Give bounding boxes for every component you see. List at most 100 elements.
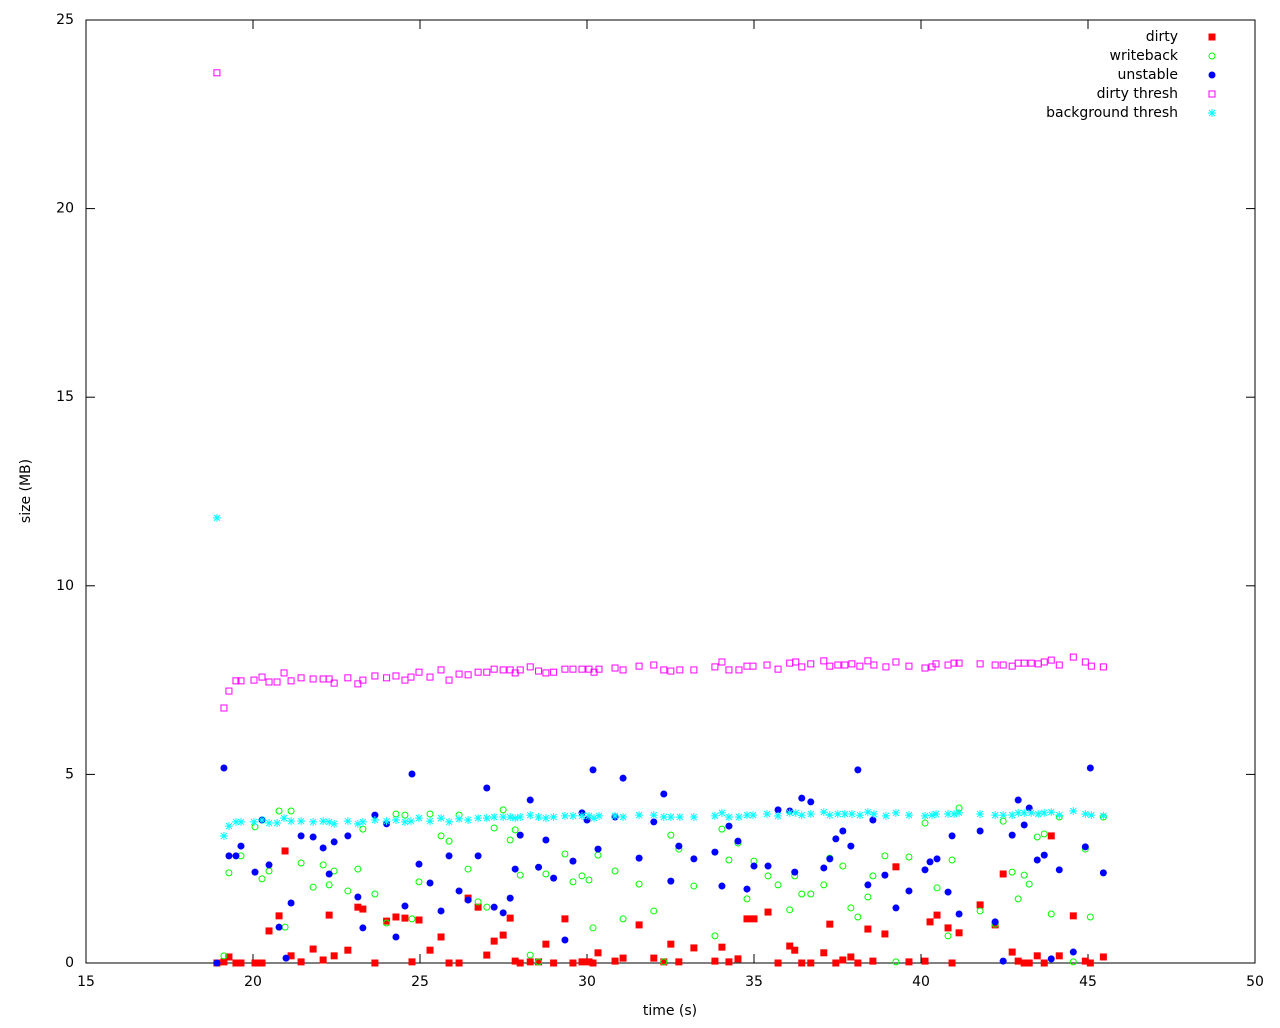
point — [526, 663, 534, 671]
point — [711, 932, 719, 940]
point — [287, 677, 295, 685]
point — [401, 676, 409, 684]
point — [1069, 806, 1078, 815]
point — [590, 814, 599, 823]
point — [464, 816, 473, 825]
point — [921, 819, 929, 827]
point — [511, 826, 519, 834]
legend-label: dirty — [1146, 29, 1178, 45]
point — [847, 904, 855, 912]
point — [786, 942, 794, 950]
point — [550, 874, 558, 882]
point — [282, 954, 290, 962]
point — [735, 666, 743, 674]
point — [1099, 869, 1107, 877]
x-tick-label: 40 — [912, 974, 930, 990]
point — [330, 952, 338, 960]
point — [725, 856, 733, 864]
x-axis-label: time (s) — [643, 1003, 697, 1019]
point — [948, 832, 956, 840]
point — [426, 817, 435, 826]
point — [870, 661, 878, 669]
point — [882, 663, 890, 671]
point — [578, 958, 586, 966]
point — [807, 798, 815, 806]
point — [237, 677, 245, 685]
point — [611, 811, 620, 820]
point — [474, 898, 482, 906]
point — [611, 664, 619, 672]
point — [932, 810, 941, 819]
x-tick-label: 35 — [745, 974, 763, 990]
point — [550, 959, 558, 967]
point — [213, 959, 221, 967]
point — [297, 958, 305, 966]
point — [1020, 871, 1028, 879]
point — [437, 666, 445, 674]
point — [499, 931, 507, 939]
point — [415, 916, 423, 924]
point — [1034, 660, 1042, 668]
point — [717, 808, 726, 817]
point — [1020, 808, 1029, 817]
point — [864, 881, 872, 889]
point — [589, 766, 597, 774]
point — [955, 910, 963, 918]
point — [406, 817, 415, 826]
point — [516, 959, 524, 967]
point — [237, 842, 245, 850]
point — [265, 867, 273, 875]
point — [999, 870, 1007, 878]
point — [1086, 764, 1094, 772]
point — [1020, 821, 1028, 829]
point — [933, 855, 941, 863]
point — [840, 810, 849, 819]
point — [820, 949, 828, 957]
point — [455, 670, 463, 678]
point — [791, 946, 799, 954]
point — [220, 952, 228, 960]
point — [667, 940, 675, 948]
point — [807, 959, 815, 967]
point — [319, 817, 328, 826]
point — [635, 921, 643, 929]
point — [287, 817, 296, 826]
point — [354, 893, 362, 901]
point — [826, 855, 834, 863]
point — [944, 932, 952, 940]
point — [869, 957, 877, 965]
point — [474, 852, 482, 860]
point — [725, 958, 733, 966]
point — [991, 918, 999, 926]
point — [490, 813, 499, 822]
point — [526, 811, 535, 820]
point — [976, 660, 984, 668]
point — [568, 811, 577, 820]
point — [325, 870, 333, 878]
point — [1081, 957, 1089, 965]
point — [689, 813, 698, 822]
x-tick-label: 50 — [1246, 974, 1264, 990]
point — [319, 956, 327, 964]
point — [1040, 959, 1048, 967]
point — [383, 919, 391, 927]
point — [225, 687, 233, 695]
point — [764, 908, 772, 916]
point — [834, 661, 842, 669]
point — [891, 808, 900, 817]
point — [1055, 866, 1063, 874]
y-tick-label: 5 — [65, 766, 74, 782]
point — [526, 958, 534, 966]
point — [330, 838, 338, 846]
point — [933, 884, 941, 892]
point — [297, 674, 305, 682]
point — [832, 835, 840, 843]
point — [319, 844, 327, 852]
point — [569, 959, 577, 967]
point — [928, 811, 937, 820]
point — [619, 774, 627, 782]
point — [383, 917, 391, 925]
point — [309, 833, 317, 841]
point — [265, 678, 273, 686]
